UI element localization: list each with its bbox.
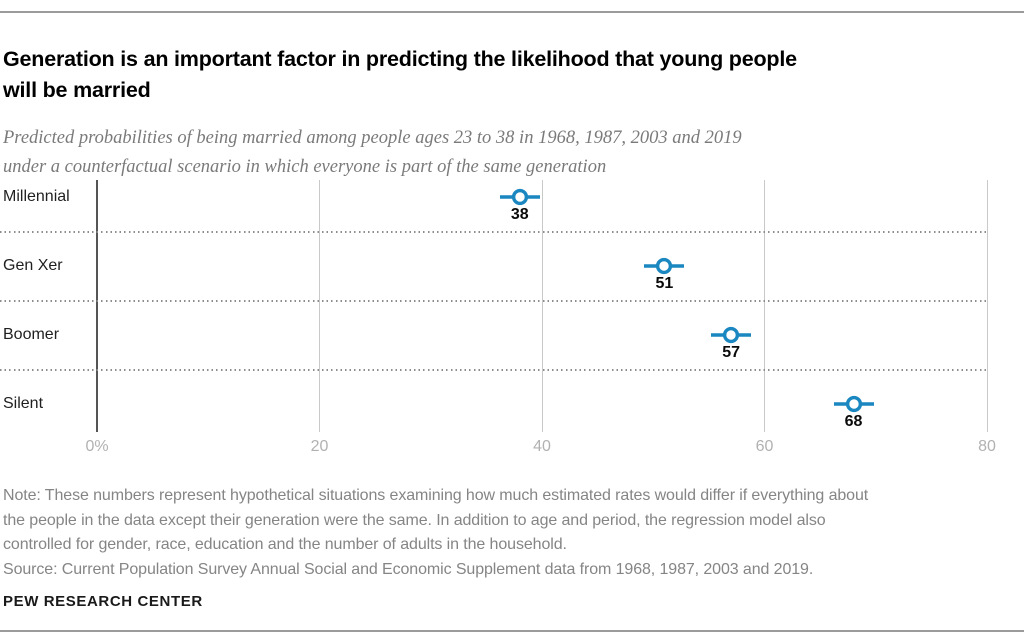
source-text: Source: Current Population Survey Annual… [3, 560, 814, 578]
top-divider [0, 11, 1024, 13]
note-text: Note: These numbers represent hypothetic… [3, 487, 869, 554]
chart-title: Generation is an important factor in pre… [3, 47, 797, 103]
gridline-40 [541, 180, 543, 432]
gridline-80 [986, 180, 988, 432]
chart-subtitle: Predicted probabilities of being married… [3, 127, 742, 177]
value-label-silent: 68 [844, 413, 863, 430]
value-label-gen-xer: 51 [655, 275, 674, 292]
data-point-marker-boomer [711, 326, 752, 344]
pew-research-center-wordmark: PEW RESEARCH CENTER [3, 593, 203, 610]
gridline-20 [319, 180, 320, 432]
x-tick-label-0: 0% [85, 438, 109, 455]
x-tick-label-60: 60 [755, 438, 774, 455]
value-label-boomer: 57 [722, 344, 741, 361]
data-point-marker-gen-xer [644, 257, 685, 275]
row-separator-1 [0, 300, 987, 302]
x-tick-label-40: 40 [533, 438, 551, 455]
dot-plot-chart: 0% 20 40 60 80 Millennial 38 Gen Xer 51 Boomer 57 S… [0, 180, 1024, 480]
gridline-60 [764, 180, 765, 432]
category-label-gen-xer: Gen Xer [3, 257, 63, 274]
data-point-marker-silent [833, 395, 874, 413]
gridline-0 [96, 180, 98, 432]
row-separator-0 [0, 231, 987, 233]
category-label-millennial: Millennial [3, 188, 70, 205]
category-label-silent: Silent [3, 395, 44, 412]
row-separator-2 [0, 369, 987, 371]
bottom-divider [0, 630, 1024, 632]
x-tick-label-80: 80 [978, 438, 996, 455]
value-label-millennial: 38 [510, 206, 529, 223]
footnotes: Note: These numbers represent hypothetic… [3, 484, 1019, 582]
category-label-boomer: Boomer [3, 326, 60, 343]
data-point-marker-millennial [499, 188, 540, 206]
x-tick-label-20: 20 [310, 438, 329, 455]
